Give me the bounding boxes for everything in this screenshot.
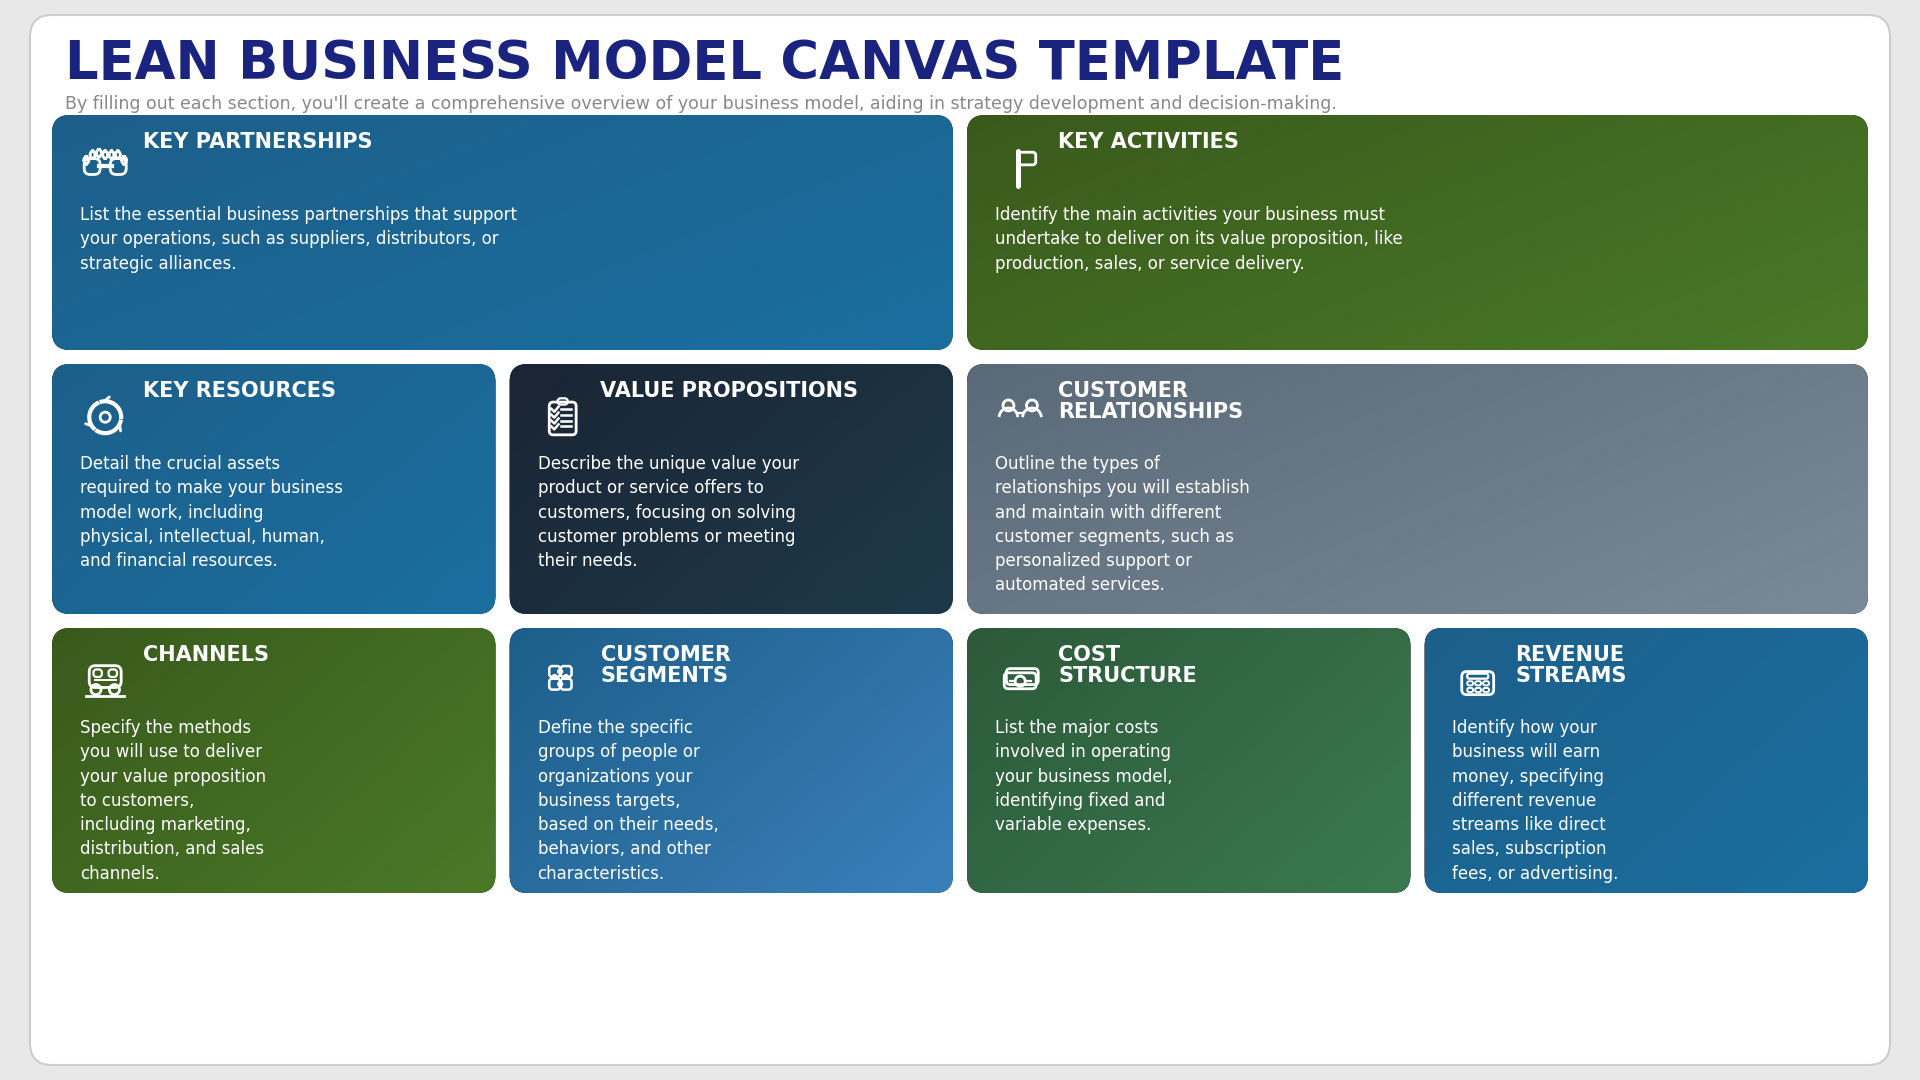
Text: VALUE PROPOSITIONS: VALUE PROPOSITIONS xyxy=(601,381,858,401)
FancyBboxPatch shape xyxy=(1425,627,1868,893)
FancyBboxPatch shape xyxy=(509,364,952,615)
Text: KEY RESOURCES: KEY RESOURCES xyxy=(142,381,336,401)
Text: Identify the main activities your business must
undertake to deliver on its valu: Identify the main activities your busine… xyxy=(995,206,1404,272)
Text: Identify how your
business will earn
money, specifying
different revenue
streams: Identify how your business will earn mon… xyxy=(1453,719,1619,882)
FancyBboxPatch shape xyxy=(52,627,495,893)
Text: KEY PARTNERSHIPS: KEY PARTNERSHIPS xyxy=(142,132,372,152)
Text: Specify the methods
you will use to deliver
your value proposition
to customers,: Specify the methods you will use to deli… xyxy=(81,719,267,882)
Text: Describe the unique value your
product or service offers to
customers, focusing : Describe the unique value your product o… xyxy=(538,455,799,570)
Text: List the essential business partnerships that support
your operations, such as s: List the essential business partnerships… xyxy=(81,206,516,272)
Text: LEAN BUSINESS MODEL CANVAS TEMPLATE: LEAN BUSINESS MODEL CANVAS TEMPLATE xyxy=(65,38,1344,90)
FancyBboxPatch shape xyxy=(31,15,1889,1065)
Text: CUSTOMER
RELATIONSHIPS: CUSTOMER RELATIONSHIPS xyxy=(1058,381,1242,422)
Text: REVENUE
STREAMS: REVENUE STREAMS xyxy=(1515,645,1626,687)
FancyBboxPatch shape xyxy=(968,627,1411,893)
Text: By filling out each section, you'll create a comprehensive overview of your busi: By filling out each section, you'll crea… xyxy=(65,95,1336,113)
FancyBboxPatch shape xyxy=(968,364,1868,615)
FancyBboxPatch shape xyxy=(52,364,495,615)
Text: List the major costs
involved in operating
your business model,
identifying fixe: List the major costs involved in operati… xyxy=(995,719,1173,834)
Text: CHANNELS: CHANNELS xyxy=(142,645,269,665)
Text: Detail the crucial assets
required to make your business
model work, including
p: Detail the crucial assets required to ma… xyxy=(81,455,344,570)
Text: Define the specific
groups of people or
organizations your
business targets,
bas: Define the specific groups of people or … xyxy=(538,719,718,882)
FancyBboxPatch shape xyxy=(968,114,1868,350)
Text: COST
STRUCTURE: COST STRUCTURE xyxy=(1058,645,1196,687)
Text: CUSTOMER
SEGMENTS: CUSTOMER SEGMENTS xyxy=(601,645,730,687)
FancyBboxPatch shape xyxy=(509,627,952,893)
FancyBboxPatch shape xyxy=(52,114,952,350)
Text: KEY ACTIVITIES: KEY ACTIVITIES xyxy=(1058,132,1238,152)
Text: Outline the types of
relationships you will establish
and maintain with differen: Outline the types of relationships you w… xyxy=(995,455,1250,594)
